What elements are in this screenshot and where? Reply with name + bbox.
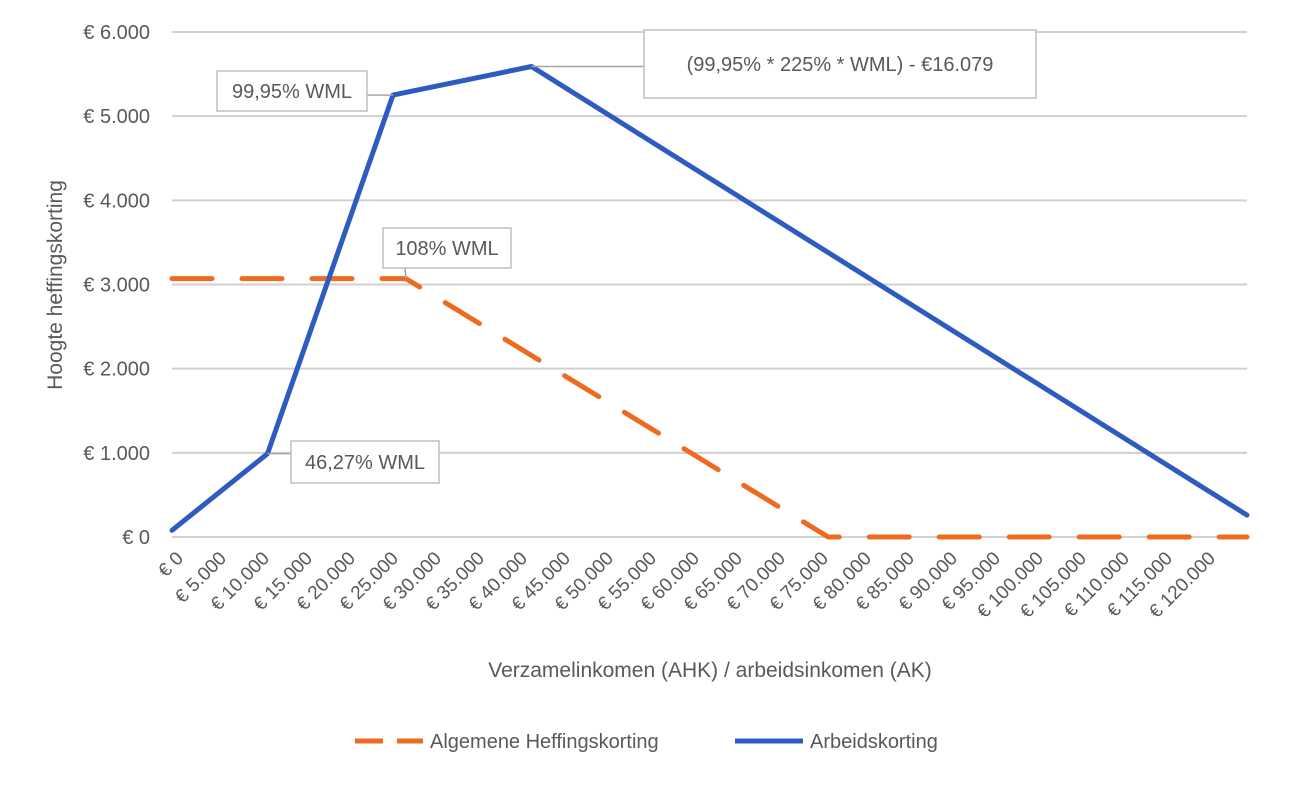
annotation-box bbox=[216, 70, 368, 112]
x-axis-ticks: € 0€ 5.000€ 10.000€ 15.000€ 20.000€ 25.0… bbox=[154, 548, 1220, 623]
x-axis-label: Verzamelinkomen (AHK) / arbeidsinkomen (… bbox=[488, 659, 932, 682]
legend-label: Algemene Heffingskorting bbox=[430, 731, 659, 753]
y-tick-label: € 1.000 bbox=[83, 443, 150, 465]
x-tick-label: € 0 bbox=[154, 548, 188, 582]
legend-label: Arbeidskorting bbox=[810, 731, 938, 753]
y-tick-label: € 5.000 bbox=[83, 106, 150, 128]
y-tick-label: € 0 bbox=[122, 527, 150, 549]
y-axis-label: Hoogte heffingskorting bbox=[44, 180, 67, 390]
annotations: 46,27% WML 99,95% WML 108% WML (99,95% * 22… bbox=[216, 29, 1037, 484]
y-tick-label: € 2.000 bbox=[83, 359, 150, 381]
y-tick-label: € 3.000 bbox=[83, 275, 150, 297]
legend: Algemene Heffingskorting Arbeidskorting bbox=[355, 731, 938, 753]
annotation-leader bbox=[404, 267, 407, 279]
annotation-box bbox=[643, 29, 1037, 99]
y-axis-ticks: € 0 € 1.000 € 2.000 € 3.000 € 4.000 € 5.000 € … bbox=[83, 22, 150, 549]
annotation-label: 46,27% WML bbox=[305, 452, 425, 474]
annotation-label: (99,95% * 225% * WML) - €16.079 bbox=[687, 54, 994, 76]
y-tick-label: € 4.000 bbox=[83, 190, 150, 212]
annotation-label: 108% WML bbox=[395, 238, 498, 260]
annotation-box bbox=[382, 227, 512, 269]
series-line-algemene-heffingskorting bbox=[169, 276, 1250, 540]
annotation-box bbox=[290, 440, 440, 484]
y-tick-label: € 6.000 bbox=[83, 22, 150, 44]
annotation-label: 99,95% WML bbox=[232, 81, 352, 103]
